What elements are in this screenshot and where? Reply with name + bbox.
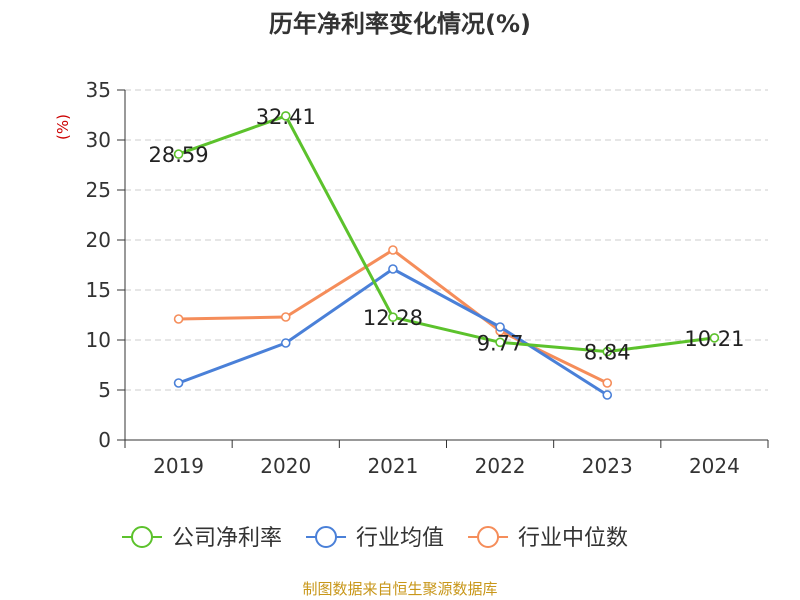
data-label: 28.59 xyxy=(149,143,209,167)
legend-marker xyxy=(315,526,338,548)
data-point xyxy=(280,111,291,121)
y-tick-label: 35 xyxy=(86,78,111,102)
data-point xyxy=(280,312,291,322)
data-point xyxy=(602,390,613,400)
y-tick-label: 20 xyxy=(86,228,111,252)
data-label: 10.21 xyxy=(684,327,744,351)
series-line xyxy=(178,114,715,354)
data-point xyxy=(173,149,184,159)
source-note: 制图数据来自恒生聚源数据库 xyxy=(302,580,498,598)
data-labels: 28.59 32.41 12.28 9.77 8.84 10.21 xyxy=(149,105,745,365)
y-tick-labels: 0 5 10 15 20 25 30 35 xyxy=(86,78,111,452)
data-point xyxy=(709,333,720,343)
data-point xyxy=(602,346,613,357)
chart-title: 历年净利率变化情况(%) xyxy=(269,10,531,38)
grid-lines xyxy=(125,89,768,391)
data-point xyxy=(388,264,398,274)
legend-marker xyxy=(477,526,500,548)
x-tick-labels: 2019 2020 2021 2022 2023 2024 xyxy=(153,454,740,478)
x-tick-label: 2024 xyxy=(689,454,740,478)
legend-label[interactable]: 公司净利率 xyxy=(172,526,282,551)
legend-label[interactable]: 行业均值 xyxy=(356,526,444,551)
data-point xyxy=(495,322,505,332)
data-point xyxy=(602,378,613,388)
data-point xyxy=(173,378,184,388)
x-tick-label: 2023 xyxy=(582,454,633,478)
data-point xyxy=(173,314,184,324)
data-label: 32.41 xyxy=(256,105,316,129)
axes xyxy=(117,89,769,448)
y-tick-label: 15 xyxy=(86,278,111,302)
data-label: 12.28 xyxy=(363,306,423,330)
data-point xyxy=(388,312,398,323)
x-tick-label: 2019 xyxy=(153,454,204,478)
series-lines xyxy=(173,111,720,400)
y-tick-label: 25 xyxy=(86,178,111,202)
y-tick-label: 0 xyxy=(98,428,111,452)
series-line xyxy=(178,267,609,397)
y-tick-label: 30 xyxy=(86,128,111,152)
data-point xyxy=(280,338,291,348)
legend-marker xyxy=(131,526,153,548)
x-tick-label: 2021 xyxy=(367,454,418,478)
x-tick-label: 2020 xyxy=(260,454,311,478)
y-tick-label: 10 xyxy=(86,328,111,352)
x-tick-label: 2022 xyxy=(475,454,526,478)
y-axis-label: (%) xyxy=(54,114,72,140)
data-label: 9.77 xyxy=(477,331,524,355)
data-point xyxy=(388,245,398,255)
y-tick-label: 5 xyxy=(98,378,111,402)
legend-label[interactable]: 行业中位数 xyxy=(518,526,628,551)
data-point xyxy=(495,337,505,348)
legend[interactable]: 公司净利率 行业均值 行业中位数 xyxy=(122,526,628,551)
data-label: 8.84 xyxy=(584,341,631,365)
